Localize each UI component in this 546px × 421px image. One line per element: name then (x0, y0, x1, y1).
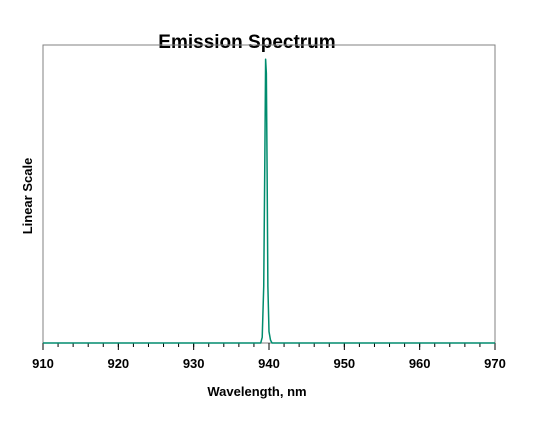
x-tick-label: 970 (484, 356, 506, 371)
x-tick-label: 960 (409, 356, 431, 371)
plot-frame (42, 44, 496, 344)
x-major-ticks (42, 343, 496, 350)
y-axis-label: Linear Scale (20, 158, 35, 235)
x-tick-label: 910 (32, 356, 54, 371)
x-tick-label: 930 (183, 356, 205, 371)
chart-title: Emission Spectrum (158, 32, 335, 53)
x-tick-labels: 910 920 930 940 950 960 970 (32, 356, 506, 371)
spectrum-series-line (43, 58, 495, 344)
x-axis-label: Wavelength, nm (207, 384, 306, 399)
x-tick-label: 920 (107, 356, 129, 371)
x-tick-label: 950 (333, 356, 355, 371)
x-tick-label: 940 (258, 356, 280, 371)
